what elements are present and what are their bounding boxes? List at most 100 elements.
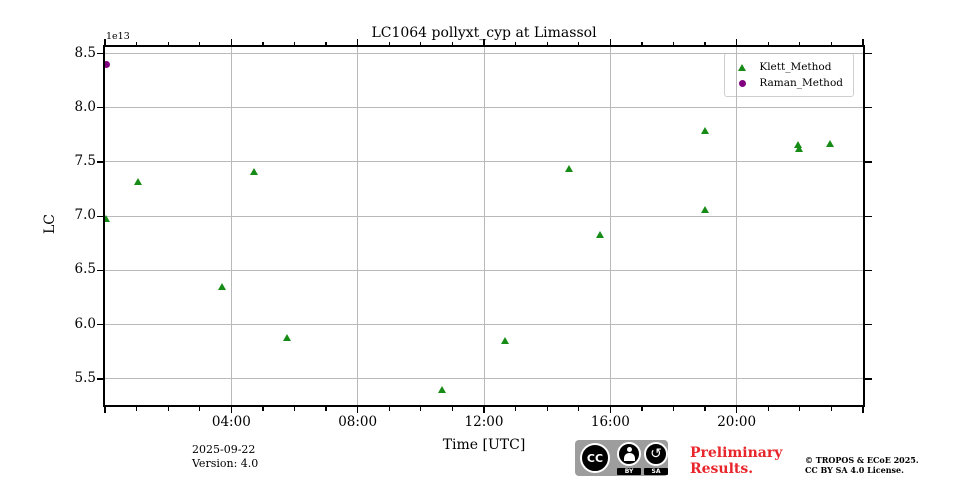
y-tick-right (865, 161, 872, 163)
legend-item-klett: Klett_Method (733, 59, 843, 75)
x-tick-bottom (325, 407, 327, 411)
person-head-icon (627, 447, 632, 452)
date-version-block: 2025-09-22 Version: 4.0 (192, 443, 258, 471)
x-tick-bottom (483, 407, 485, 413)
klett-data-point (564, 165, 573, 172)
x-tick-bottom (862, 407, 864, 413)
x-tick-bottom (388, 407, 390, 411)
chart-title: LC1064 pollyxt_cyp at Limassol (371, 25, 597, 41)
x-tick-top (262, 41, 264, 45)
x-tick-bottom (830, 407, 832, 411)
x-tick-bottom (262, 407, 264, 411)
x-tick-top (483, 39, 485, 45)
x-tick-bottom (230, 407, 232, 413)
y-tick-label: 6.0 (74, 315, 96, 332)
y-tick-left (96, 269, 103, 272)
klett-data-point (105, 214, 111, 222)
x-tick-bottom (799, 407, 801, 411)
klett-data-point (438, 386, 447, 394)
x-tick-bottom (420, 407, 422, 411)
klett-data-point (133, 178, 142, 186)
preliminary-line2: Results. (690, 461, 754, 477)
v-gridline (357, 47, 359, 405)
x-tick-label: 20:00 (717, 414, 757, 430)
x-tick-label: 16:00 (590, 414, 630, 430)
circle-marker-icon (738, 79, 746, 87)
x-tick-bottom (641, 407, 643, 411)
x-tick-bottom (514, 407, 517, 411)
x-tick-label: 12:00 (464, 414, 504, 430)
klett-data-point (700, 127, 709, 135)
x-tick-top (862, 39, 864, 45)
copyright-line1: © TROPOS & ECoE 2025. (805, 455, 919, 465)
cc-by-label: BY (617, 468, 641, 475)
x-tick-top (704, 41, 706, 45)
x-axis-label: Time [UTC] (442, 437, 526, 453)
legend: Klett_Method Raman_Method (724, 53, 854, 97)
preliminary-results-text: Preliminary Results. (690, 445, 782, 477)
x-tick-top (736, 39, 738, 45)
y-tick-left (96, 52, 103, 55)
x-tick-bottom (672, 407, 675, 411)
x-tick-top (641, 41, 643, 45)
legend-label-raman: Raman_Method (759, 77, 843, 89)
legend-label-klett: Klett_Method (759, 61, 832, 73)
x-tick-bottom (357, 407, 359, 413)
cc-by-sa-badge: CC ↺ BY SA (575, 440, 668, 476)
x-tick-top (293, 41, 296, 45)
klett-triangle-icon (733, 63, 751, 71)
klett-data-point (793, 141, 802, 149)
klett-data-point (826, 140, 835, 148)
x-tick-top (799, 41, 801, 45)
x-tick-top (451, 41, 453, 45)
x-tick-top (357, 39, 359, 45)
measurement-date: 2025-09-22 (192, 443, 256, 456)
x-tick-bottom (578, 407, 580, 411)
y-axis-offset-text: 1e13 (106, 31, 130, 42)
klett-data-point (282, 334, 291, 342)
x-tick-label: 08:00 (338, 414, 378, 430)
y-tick-right (865, 269, 872, 272)
y-tick-label: 5.5 (74, 369, 96, 386)
v-gridline (483, 47, 485, 405)
klett-data-point (795, 145, 804, 153)
person-body-icon (624, 453, 635, 461)
klett-data-point (500, 337, 509, 345)
x-tick-bottom (135, 407, 138, 411)
klett-data-point (595, 231, 604, 239)
y-tick-left (96, 324, 103, 326)
y-tick-label: 8.5 (74, 44, 96, 61)
cc-by-person-icon (617, 442, 641, 466)
x-tick-top (609, 39, 611, 45)
y-tick-label: 7.0 (74, 207, 96, 224)
preliminary-line1: Preliminary (690, 445, 783, 461)
y-tick-right (865, 52, 872, 55)
x-tick-top (167, 41, 169, 45)
v-gridline (609, 47, 611, 405)
x-tick-top (199, 41, 201, 45)
x-tick-bottom (167, 407, 169, 411)
cc-sa-label: SA (644, 468, 668, 475)
x-tick-bottom (736, 407, 738, 413)
copyright-text: © TROPOS & ECoE 2025. CC BY SA 4.0 Licen… (805, 455, 919, 475)
x-tick-top (767, 41, 769, 45)
x-tick-top (514, 41, 517, 45)
y-tick-label: 8.0 (74, 98, 96, 115)
x-tick-bottom (293, 407, 296, 411)
version-label: Version: 4.0 (192, 457, 259, 470)
raman-circle-icon (733, 79, 751, 87)
raman-data-point (105, 60, 111, 68)
x-tick-top (578, 41, 580, 45)
x-tick-top (546, 41, 548, 45)
x-tick-bottom (704, 407, 706, 411)
y-tick-left (96, 215, 103, 217)
y-tick-label: 7.5 (74, 152, 96, 169)
x-tick-top (230, 39, 232, 45)
copyright-line2: CC BY SA 4.0 License. (805, 465, 904, 475)
x-tick-bottom (767, 407, 769, 411)
klett-data-point (217, 283, 226, 291)
y-tick-right (865, 107, 872, 109)
x-tick-top (104, 39, 106, 45)
y-tick-left (96, 161, 103, 163)
